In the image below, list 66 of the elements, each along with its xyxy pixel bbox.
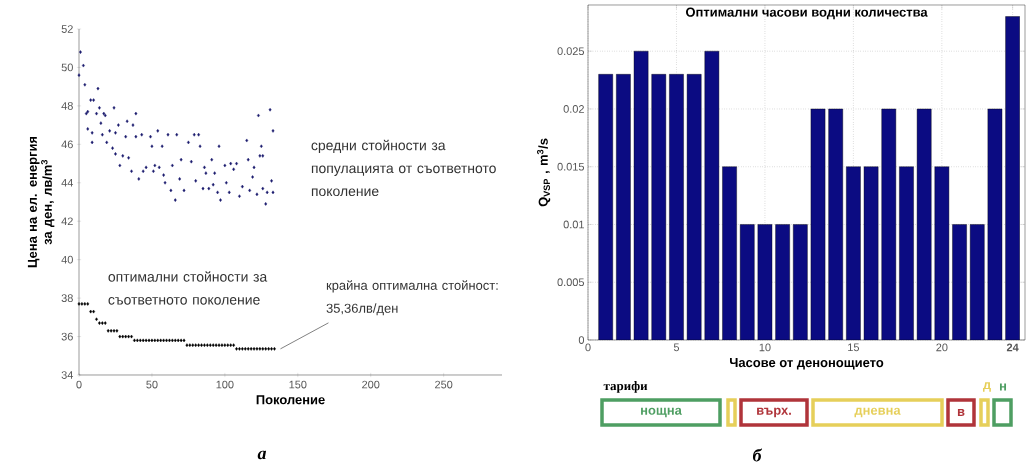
text: дневна bbox=[854, 407, 901, 418]
y-tick-label: 40 bbox=[61, 255, 73, 264]
bar bbox=[863, 166, 879, 340]
text: върх. bbox=[757, 407, 791, 418]
bar bbox=[616, 74, 631, 340]
bar bbox=[704, 51, 720, 340]
y-tick-label: 44 bbox=[61, 179, 74, 187]
y-tick-label: 52 bbox=[61, 25, 73, 33]
bar bbox=[828, 108, 843, 340]
bar bbox=[651, 74, 667, 340]
x-tick-label: 15 bbox=[848, 343, 860, 352]
y-tick-label: 0 bbox=[578, 336, 585, 344]
y-tick-label: 34 bbox=[61, 371, 74, 379]
y-tick-label: 0.01 bbox=[563, 220, 584, 229]
bar bbox=[934, 166, 950, 340]
text: нощна bbox=[641, 407, 682, 418]
y-tick-label: 0.005 bbox=[557, 278, 585, 287]
y-tick-label: 46 bbox=[61, 140, 73, 149]
y-tick-label: 48 bbox=[61, 102, 73, 110]
x-tick-label: 10 bbox=[759, 343, 771, 352]
y-tick-label: 38 bbox=[61, 294, 73, 302]
text: тарифи bbox=[603, 381, 648, 393]
bar bbox=[722, 166, 737, 340]
y-tick-label: 50 bbox=[61, 63, 73, 72]
x-tick-label: 0 bbox=[585, 343, 591, 352]
y-tick-label: 42 bbox=[61, 217, 73, 226]
bar bbox=[686, 74, 702, 340]
bar bbox=[633, 51, 649, 340]
y-tick-label: 0.02 bbox=[563, 105, 584, 113]
x-tick-label: 50 bbox=[146, 380, 158, 389]
x-tick-label: 250 bbox=[435, 380, 453, 389]
chart-title: Оптимални часови водни количества bbox=[685, 7, 928, 20]
x-tick-label: 24 bbox=[1006, 343, 1019, 352]
y-tick-label: 36 bbox=[61, 332, 73, 341]
bar bbox=[775, 224, 790, 340]
x-tick-label: 20 bbox=[936, 343, 948, 352]
bar bbox=[916, 108, 932, 340]
y-tick-label: 0.015 bbox=[557, 162, 585, 171]
bar bbox=[739, 224, 755, 340]
x-tick-label: 150 bbox=[289, 380, 307, 389]
x-axis-title: Часове от денонощието bbox=[730, 358, 884, 370]
bar bbox=[793, 224, 808, 340]
bar bbox=[846, 166, 861, 340]
x-tick-label: 100 bbox=[216, 380, 234, 389]
bar bbox=[669, 74, 684, 340]
x-axis-title: Поколение bbox=[256, 395, 325, 405]
bar bbox=[598, 74, 613, 340]
y-tick-label: 0.025 bbox=[557, 47, 585, 56]
series-label: оптимални стойности за съответното поколение bbox=[108, 271, 268, 305]
bar bbox=[970, 224, 985, 340]
x-tick-label: 200 bbox=[362, 380, 380, 389]
x-tick-label: 5 bbox=[673, 343, 680, 352]
text: д bbox=[982, 382, 991, 392]
text: средни стойности за популацията от съответното поколение bbox=[311, 139, 496, 197]
y-axis-title: Q$_{VSP}$ , m$^{3}$/s bbox=[537, 138, 551, 207]
annotation: крайна оптимална стойност: 35,36лв/ден bbox=[326, 280, 498, 316]
text: н bbox=[1000, 383, 1007, 391]
text: б bbox=[752, 448, 763, 462]
bar bbox=[1005, 16, 1020, 340]
text: а bbox=[257, 450, 267, 460]
bar bbox=[952, 224, 967, 340]
text: в bbox=[957, 409, 965, 416]
x-tick-label: 0 bbox=[76, 380, 82, 389]
bar bbox=[899, 166, 914, 340]
y-axis-title: Цена на ел. енергия за ден, лв/m$^{3}$ bbox=[27, 136, 55, 268]
bar bbox=[881, 108, 897, 340]
